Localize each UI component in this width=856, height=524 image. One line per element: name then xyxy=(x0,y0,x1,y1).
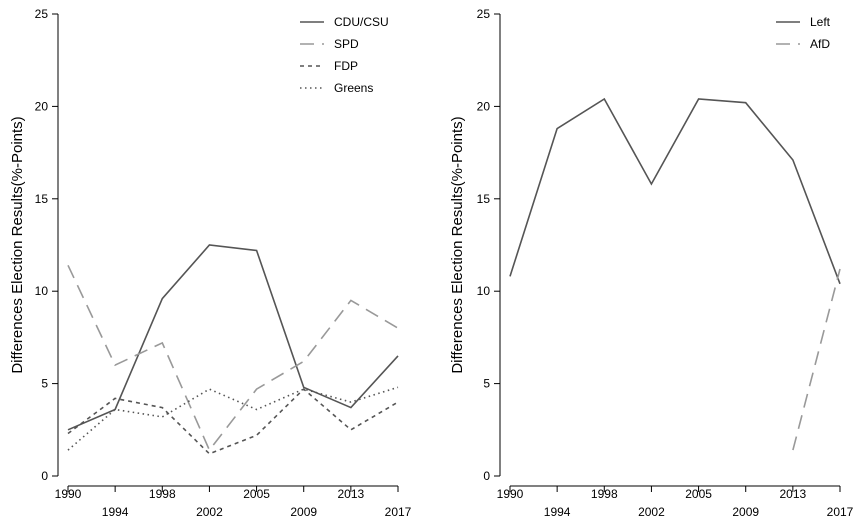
y-tick-label: 25 xyxy=(35,7,49,21)
y-axis-title: Differences Election Results(%-Points) xyxy=(9,116,26,373)
x-tick-label: 2009 xyxy=(732,505,759,519)
series-line-spd xyxy=(67,264,399,452)
x-tick-label: 2013 xyxy=(338,487,365,501)
x-tick-label: 1994 xyxy=(102,505,129,519)
x-tick-label: 2013 xyxy=(780,487,807,501)
x-tick-label: 1990 xyxy=(497,487,524,501)
y-tick-label: 0 xyxy=(483,469,490,483)
y-tick-label: 5 xyxy=(41,377,48,391)
legend-label: AfD xyxy=(810,37,830,51)
legend-label: Greens xyxy=(334,81,373,95)
series-line-fdp xyxy=(67,388,399,455)
y-tick-label: 15 xyxy=(35,192,49,206)
y-tick-label: 0 xyxy=(41,469,48,483)
y-tick-label: 20 xyxy=(35,99,49,113)
series-line-left xyxy=(509,97,841,285)
x-tick-label: 1994 xyxy=(544,505,571,519)
x-tick-label: 2005 xyxy=(685,487,712,501)
x-tick-label: 2017 xyxy=(385,505,412,519)
y-tick-label: 10 xyxy=(477,284,491,298)
y-tick-label: 15 xyxy=(477,192,491,206)
y-tick-label: 20 xyxy=(477,99,491,113)
x-tick-label: 1998 xyxy=(591,487,618,501)
series-line-cdu-csu xyxy=(67,244,399,431)
series-line-greens xyxy=(67,386,399,451)
x-tick-label: 2009 xyxy=(290,505,317,519)
x-tick-label: 2002 xyxy=(638,505,665,519)
x-tick-label: 2005 xyxy=(243,487,270,501)
series-line-afd xyxy=(792,268,841,451)
y-tick-label: 10 xyxy=(35,284,49,298)
x-tick-label: 1998 xyxy=(149,487,176,501)
x-tick-label: 2002 xyxy=(196,505,223,519)
left-panel: 0 5 10 15 20 25 1990 1994 1998 2002 2005 2009 2013 20… xyxy=(9,7,412,519)
x-tick-label: 2017 xyxy=(827,505,854,519)
x-tick-label: 1990 xyxy=(55,487,82,501)
y-tick-label: 25 xyxy=(477,7,491,21)
y-axis-title: Differences Election Results(%-Points) xyxy=(449,116,466,373)
legend-label: CDU/CSU xyxy=(334,15,389,29)
legend-label: SPD xyxy=(334,37,359,51)
legend-label: FDP xyxy=(334,59,358,73)
y-tick-label: 5 xyxy=(483,377,490,391)
right-panel: 0 5 10 15 20 25 1990 1994 1998 2002 2005 2009 2013 20… xyxy=(449,7,854,519)
legend-label: Left xyxy=(810,15,831,29)
